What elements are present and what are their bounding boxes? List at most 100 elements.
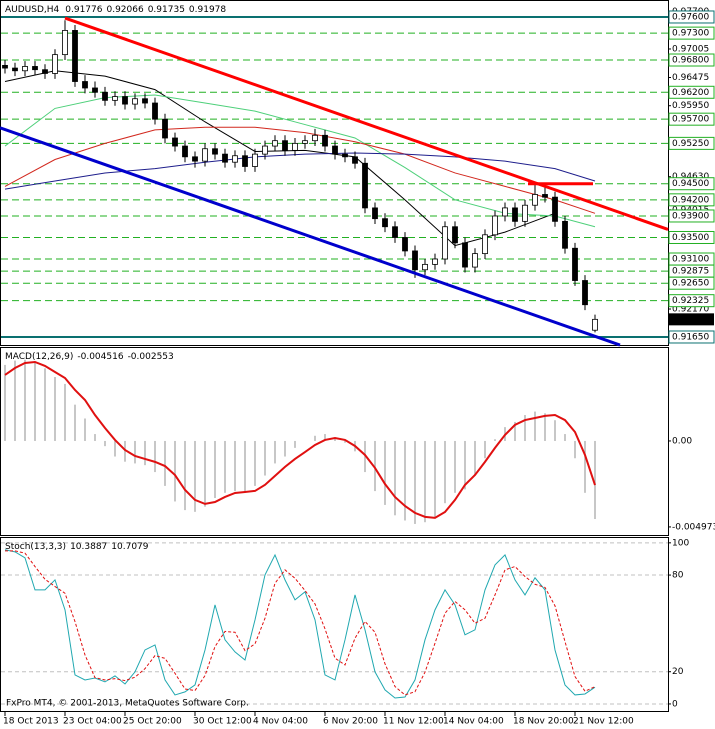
stoch-line (4, 549, 596, 699)
candle-body (262, 145, 268, 155)
candle-body (342, 153, 348, 158)
y-tick-label: 0.92170 (672, 305, 709, 315)
stoch-panel (0, 537, 669, 712)
candle-body (592, 318, 598, 331)
price-header: AUDUSD,H4 0.91776 0.92066 0.91735 0.91978 (5, 5, 226, 15)
level-line-box (668, 193, 715, 207)
level-line-box (668, 209, 715, 223)
candle-body (112, 96, 118, 101)
candle-body (402, 237, 408, 252)
candle-body (192, 156, 198, 162)
candle-body (392, 226, 398, 238)
level-line-label: 0.94500 (672, 179, 709, 189)
macd-title: MACD(12,26,9) (5, 352, 73, 362)
y-tick-label: 20 (672, 667, 684, 677)
x-tick-label: 11 Nov 12:00 (383, 717, 444, 727)
candle-body (542, 194, 548, 198)
x-tick-label: 4 Nov 04:00 (253, 717, 308, 727)
candle-body (532, 194, 538, 206)
candle-body (202, 148, 208, 162)
y-tick-label: 0.96475 (672, 73, 709, 83)
candle-body (472, 253, 478, 268)
footer: FxPro MT4, © 2001-2013, MetaQuotes Softw… (6, 699, 249, 709)
low: 0.91735 (148, 5, 185, 15)
stoch-line (5, 550, 596, 696)
price-box (669, 313, 714, 326)
level-line-label: 0.93100 (672, 255, 709, 265)
high: 0.92066 (106, 5, 143, 15)
key-level-box (668, 330, 715, 344)
candle-body (72, 30, 78, 82)
symbol: AUDUSD,H4 (5, 5, 60, 15)
candle-body (502, 207, 508, 217)
candle-body (92, 87, 98, 93)
candle-body (222, 153, 228, 163)
candle-body (492, 215, 498, 236)
level-line-box (668, 177, 715, 191)
candle-body (142, 98, 148, 104)
candle-body (212, 148, 218, 155)
level-line-box (668, 276, 715, 290)
level-line-label: 0.94200 (672, 195, 709, 205)
stoch-main: 10.3887 (70, 542, 107, 552)
key-level-label: 0.91650 (672, 332, 709, 342)
y-tick-label: -0.004973 (672, 522, 715, 532)
candle-body (412, 250, 418, 271)
y-tick-label: 80 (672, 571, 684, 581)
level-line-label: 0.95700 (672, 115, 709, 125)
candle-body (52, 54, 58, 74)
x-tick-label: 30 Oct 12:00 (193, 717, 252, 727)
level-line-label: 0.92650 (672, 279, 709, 289)
candle-body (582, 280, 588, 306)
moving-average (4, 152, 596, 190)
close: 0.91978 (189, 5, 226, 15)
x-tick-label: 25 Oct 20:00 (123, 717, 182, 727)
level-line-label: 0.93900 (672, 211, 709, 221)
x-tick-label: 14 Nov 04:00 (443, 717, 504, 727)
open: 0.91776 (65, 5, 102, 15)
candle-body (572, 247, 578, 281)
candle-body (522, 204, 528, 222)
level-line-label: 0.97300 (672, 29, 709, 39)
stoch-signal: 10.7079 (111, 542, 148, 552)
x-tick-label: 21 Nov 12:00 (573, 717, 634, 727)
candle-body (512, 207, 518, 222)
macd-main: -0.004516 (77, 352, 123, 362)
candle-body (2, 64, 8, 69)
candle-body (22, 66, 28, 72)
y-tick-label: 0.00 (672, 436, 692, 446)
candle-body (32, 66, 38, 71)
candle-body (322, 134, 328, 147)
candle-body (252, 153, 258, 167)
candle-body (172, 137, 178, 147)
level-line-label: 0.96200 (672, 88, 709, 98)
candle-body (332, 145, 338, 155)
y-tick-label: 100 (672, 538, 689, 548)
candle-body (432, 258, 438, 265)
moving-average (4, 126, 596, 214)
candle-body (242, 155, 248, 167)
level-line-box (668, 136, 715, 150)
candle-body (182, 145, 188, 158)
level-line-box (668, 230, 715, 244)
candle-body (482, 234, 488, 255)
candle-body (12, 67, 18, 72)
candle-body (362, 162, 368, 209)
price-panel (0, 0, 669, 346)
candle-body (562, 220, 568, 249)
candle-body (42, 69, 48, 74)
candle-body (162, 118, 168, 139)
level-line-label: 0.92875 (672, 267, 709, 277)
candle-body (452, 226, 458, 244)
candle-body (422, 263, 428, 271)
macd-panel (0, 347, 669, 536)
macd-signal: -0.002553 (128, 352, 174, 362)
candle-body (552, 196, 558, 222)
candle-body (372, 207, 378, 220)
x-tick-label: 6 Nov 20:00 (323, 717, 378, 727)
x-tick-label: 23 Oct 04:00 (63, 717, 122, 727)
trendline (0, 126, 621, 347)
candle-body (62, 30, 68, 56)
candle-body (442, 226, 448, 260)
candle-body (382, 218, 388, 228)
